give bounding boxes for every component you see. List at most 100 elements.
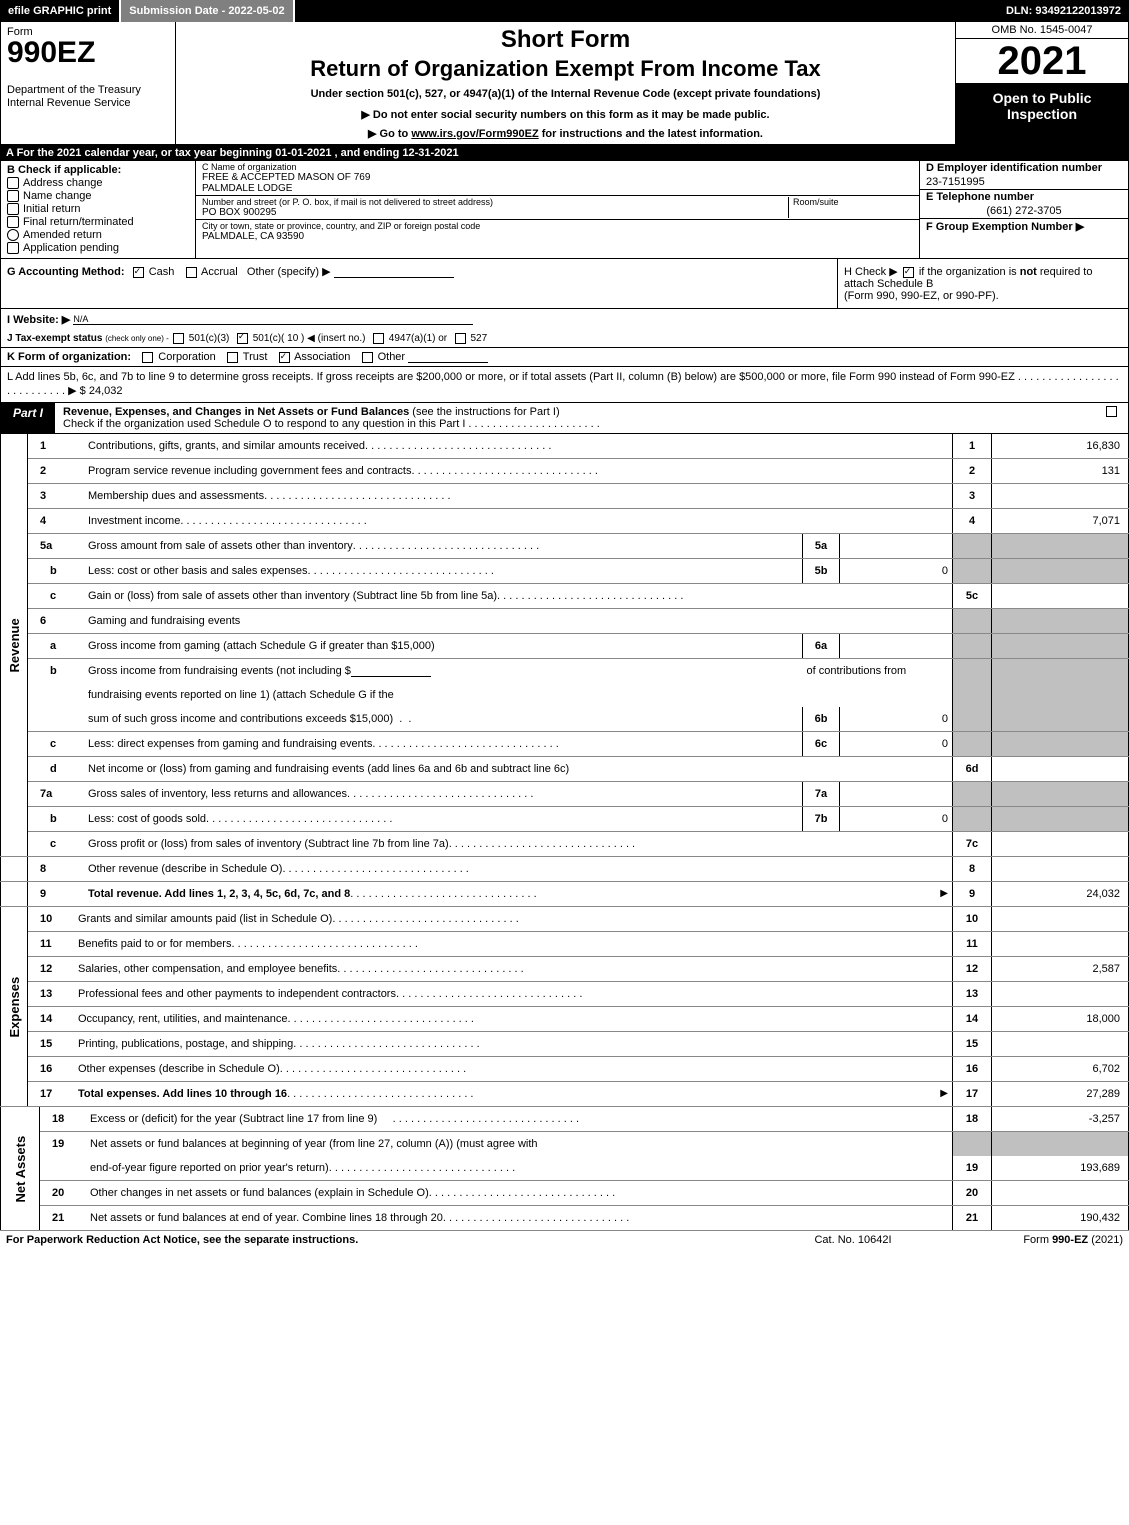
line-8: 8 Other revenue (describe in Schedule O)…	[1, 856, 1129, 881]
chk-4947[interactable]	[373, 333, 384, 344]
chk-initial-return[interactable]: Initial return	[7, 203, 189, 215]
g-other: Other (specify) ▶	[247, 266, 331, 278]
org-name: FREE & ACCEPTED MASON OF 769 PALMDALE LO…	[202, 172, 913, 194]
chk-501c3[interactable]	[173, 333, 184, 344]
line-val	[992, 483, 1129, 508]
line-box: 14	[953, 1006, 992, 1031]
line-val	[992, 1031, 1129, 1056]
line-box: 20	[953, 1180, 992, 1205]
efile-label: efile GRAPHIC print	[0, 0, 121, 22]
line-box: 6d	[953, 756, 992, 781]
chk-other-org[interactable]	[362, 352, 373, 363]
chk-name-change[interactable]: Name change	[7, 190, 189, 202]
line-num: c	[28, 583, 85, 608]
chk-address-change[interactable]: Address change	[7, 177, 189, 189]
section-bcd: B Check if applicable: Address change Na…	[0, 161, 1129, 259]
chk-accrual[interactable]	[186, 267, 197, 278]
open-inspection: Open to Public Inspection	[956, 84, 1128, 144]
shaded-cell	[992, 781, 1129, 806]
line-num: 21	[40, 1205, 87, 1230]
l-value: 24,032	[89, 385, 123, 397]
line-2: 2 Program service revenue including gove…	[1, 458, 1129, 483]
line-val	[992, 931, 1129, 956]
c-street-label: Number and street (or P. O. box, if mail…	[202, 197, 788, 207]
footer-right: Form 990-EZ (2021)	[963, 1234, 1123, 1246]
tel-value: (661) 272-3705	[920, 204, 1128, 219]
part-i-tab: Part I	[1, 403, 57, 433]
line-num: d	[28, 756, 85, 781]
chk-527[interactable]	[455, 333, 466, 344]
line-val: -3,257	[992, 1107, 1129, 1132]
line-box: 18	[953, 1107, 992, 1132]
footer-form-b: 990-EZ	[1052, 1234, 1088, 1246]
line-num: 17	[28, 1081, 75, 1106]
chk-assoc[interactable]	[279, 352, 290, 363]
line-7c: c Gross profit or (loss) from sales of i…	[1, 831, 1129, 856]
line-1: Revenue 1 Contributions, gifts, grants, …	[1, 434, 1129, 459]
shaded-cell	[992, 683, 1129, 707]
chk-amended-return[interactable]: Amended return	[7, 229, 189, 241]
shaded-cell	[953, 781, 992, 806]
line-num	[40, 1156, 87, 1181]
chk-label: Address change	[23, 177, 103, 189]
line-box: 21	[953, 1205, 992, 1230]
line-val	[992, 981, 1129, 1006]
k-trust: Trust	[243, 351, 268, 363]
form-header-left: Form 990EZ Department of the Treasury In…	[1, 22, 176, 144]
k-other-line	[408, 362, 488, 363]
line-3: 3 Membership dues and assessments 3	[1, 483, 1129, 508]
chk-schedule-o[interactable]	[1106, 406, 1117, 417]
group-exemption-label: F Group Exemption Number ▶	[920, 219, 1128, 234]
line-desc: Gross income from fundraising events (no…	[88, 665, 351, 677]
line-6a: a Gross income from gaming (attach Sched…	[1, 633, 1129, 658]
line-val	[992, 831, 1129, 856]
j-501c3: 501(c)(3)	[189, 333, 230, 344]
goto-post: for instructions and the latest informat…	[539, 128, 763, 140]
line-box: 3	[953, 483, 992, 508]
line-num: c	[28, 831, 85, 856]
line-val: 193,689	[992, 1156, 1129, 1181]
line-val: 190,432	[992, 1205, 1129, 1230]
part-i-check	[1094, 403, 1128, 433]
irs-link[interactable]: www.irs.gov/Form990EZ	[411, 128, 538, 140]
side-net-assets: Net Assets	[1, 1107, 40, 1231]
chk-corp[interactable]	[142, 352, 153, 363]
line-desc: Less: direct expenses from gaming and fu…	[88, 738, 372, 750]
tax-year: 2021	[956, 39, 1128, 84]
line-box: 1	[953, 434, 992, 459]
chk-application-pending[interactable]: Application pending	[7, 242, 189, 254]
k-other: Other	[378, 351, 406, 363]
ein-value: 23-7151995	[920, 175, 1128, 190]
chk-501c[interactable]	[237, 333, 248, 344]
omb-number: OMB No. 1545-0047	[956, 22, 1128, 39]
line-num: 7a	[28, 781, 85, 806]
line-num: b	[28, 658, 85, 683]
line-17: 17 Total expenses. Add lines 10 through …	[1, 1081, 1129, 1106]
chk-trust[interactable]	[227, 352, 238, 363]
chk-final-return[interactable]: Final return/terminated	[7, 216, 189, 228]
line-num: 5a	[28, 533, 85, 558]
shaded-cell	[953, 633, 992, 658]
chk-sched-b[interactable]	[903, 267, 914, 278]
line-num: 13	[28, 981, 75, 1006]
h-text4: (Form 990, 990-EZ, or 990-PF).	[844, 290, 999, 302]
shaded-cell	[953, 731, 992, 756]
top-bar: efile GRAPHIC print Submission Date - 20…	[0, 0, 1129, 22]
side-spacer	[1, 881, 28, 906]
chk-cash[interactable]	[133, 267, 144, 278]
goto-pre: ▶ Go to	[368, 128, 411, 140]
inner-val: 0	[840, 806, 953, 831]
part-i-header: Part I Revenue, Expenses, and Changes in…	[0, 403, 1129, 434]
line-box: 11	[953, 931, 992, 956]
line-val: 18,000	[992, 1006, 1129, 1031]
line-box: 12	[953, 956, 992, 981]
line-num: 15	[28, 1031, 75, 1056]
j-label: J Tax-exempt status	[7, 333, 102, 344]
line-desc: Other expenses (describe in Schedule O)	[78, 1063, 280, 1075]
line-4: 4 Investment income 4 7,071	[1, 508, 1129, 533]
line-5b: b Less: cost or other basis and sales ex…	[1, 558, 1129, 583]
submission-date: Submission Date - 2022-05-02	[121, 0, 294, 22]
line-val: 2,587	[992, 956, 1129, 981]
line-val: 27,289	[992, 1081, 1129, 1106]
line-5a: 5a Gross amount from sale of assets othe…	[1, 533, 1129, 558]
